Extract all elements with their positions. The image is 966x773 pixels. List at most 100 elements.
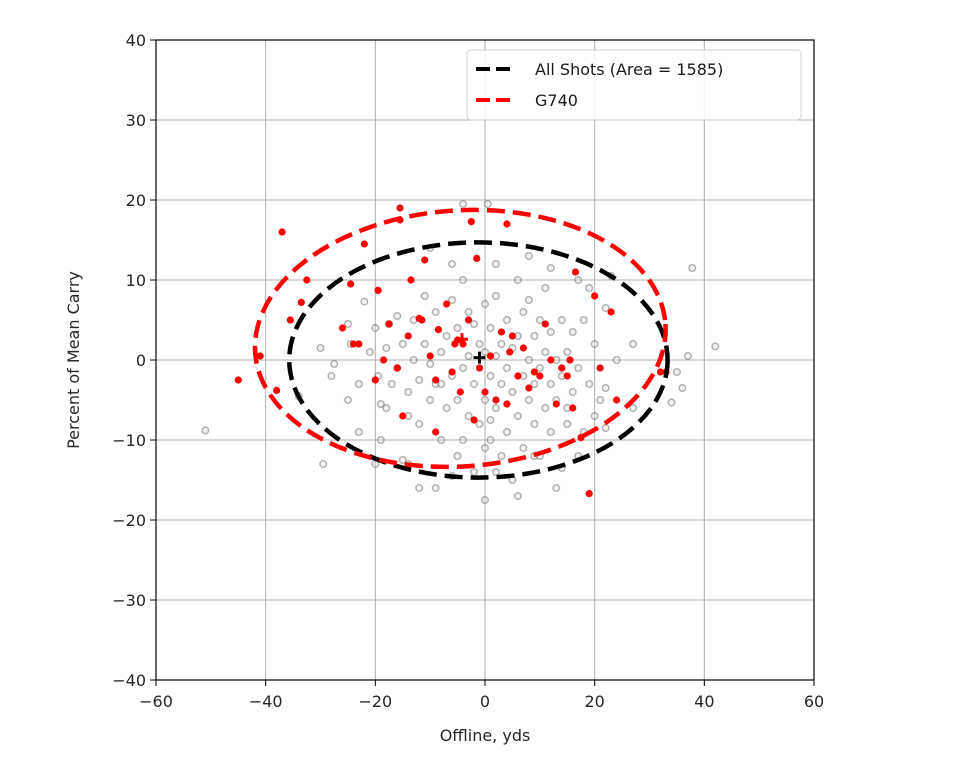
- y-tick-label: 0: [136, 351, 146, 370]
- all-shots-point: [426, 360, 435, 369]
- all-shots-point: [354, 428, 363, 437]
- g740-point: [571, 268, 580, 276]
- all-shots-point: [448, 260, 457, 269]
- g740-point: [371, 376, 379, 384]
- all-shots-point: [678, 384, 687, 393]
- all-shots-point: [437, 348, 446, 357]
- g740-point: [404, 332, 412, 340]
- all-shots-point: [612, 356, 621, 365]
- all-shots-point: [437, 436, 446, 445]
- all-shots-point: [420, 340, 429, 349]
- all-shots-point: [327, 372, 336, 381]
- g740-point: [349, 340, 357, 348]
- all-shots-point: [535, 364, 544, 373]
- g740-point: [443, 300, 451, 308]
- g740-point: [569, 404, 577, 412]
- all-shots-point: [486, 324, 495, 333]
- legend-box: [466, 49, 802, 121]
- all-shots-point: [546, 428, 555, 437]
- all-shots-point: [579, 316, 588, 325]
- all-shots-point: [464, 412, 473, 421]
- y-tick-label: −30: [112, 591, 146, 610]
- all-shots-point: [524, 296, 533, 305]
- all-shots-point: [574, 276, 583, 285]
- x-tick-label: −40: [249, 692, 283, 711]
- g740-point: [421, 256, 429, 264]
- all-shots-point: [475, 340, 484, 349]
- all-shots-point: [459, 276, 468, 285]
- all-shots-point: [453, 324, 462, 333]
- g740-point: [503, 400, 511, 408]
- all-shots-point: [376, 436, 385, 445]
- all-shots-point: [415, 376, 424, 385]
- all-shots-point: [431, 308, 440, 317]
- g740-point: [497, 328, 506, 336]
- g740-point: [530, 368, 538, 376]
- all-shots-point: [535, 316, 544, 325]
- g740-point: [467, 218, 475, 226]
- g740-point: [385, 320, 393, 328]
- g740-point: [563, 372, 571, 380]
- g740-point: [456, 388, 464, 396]
- all-shots-point: [524, 396, 533, 405]
- all-shots-point: [437, 380, 446, 389]
- g740-point: [434, 326, 442, 334]
- x-tick-label: 40: [694, 692, 714, 711]
- all-shots-point: [530, 380, 539, 389]
- all-shots-point: [711, 342, 720, 351]
- all-shots-point: [502, 428, 511, 437]
- all-shots-point: [552, 484, 561, 493]
- all-shots-point: [354, 380, 363, 389]
- all-shots-point: [502, 364, 511, 373]
- all-shots-point: [491, 292, 500, 301]
- all-shots-point: [415, 484, 424, 493]
- x-tick-label: −20: [358, 692, 392, 711]
- all-shots-point: [541, 404, 550, 413]
- all-shots-point: [382, 404, 391, 413]
- all-shots-point: [415, 420, 424, 429]
- all-shots-point: [330, 360, 339, 369]
- all-shots-point: [481, 496, 490, 505]
- x-axis-label: Offline, yds: [440, 726, 531, 745]
- y-tick-label: −20: [112, 511, 146, 530]
- all-shots-point: [530, 332, 539, 341]
- g740-point: [407, 276, 415, 284]
- all-shots-point: [393, 312, 402, 321]
- g740-point: [432, 376, 440, 384]
- all-shots-point: [470, 320, 479, 329]
- g740-point: [525, 384, 533, 392]
- g740-point: [506, 348, 514, 356]
- g740-point: [519, 344, 527, 352]
- all-shots-point: [481, 444, 490, 453]
- g740-point: [399, 412, 407, 420]
- g740-point: [303, 276, 311, 284]
- y-axis-label: Percent of Mean Carry: [64, 271, 83, 449]
- all-shots-point: [546, 264, 555, 273]
- g740-point: [355, 340, 363, 348]
- all-shots-point: [688, 264, 697, 273]
- g740-point: [566, 356, 574, 364]
- g740-point: [585, 490, 593, 498]
- g740-point: [286, 316, 294, 324]
- all-shots-point: [513, 276, 522, 285]
- y-tick-label: −10: [112, 431, 146, 450]
- all-shots-point: [629, 404, 638, 413]
- all-shots-point: [513, 492, 522, 501]
- all-shots-point: [596, 396, 605, 405]
- all-shots-point: [475, 420, 484, 429]
- g740-point: [596, 364, 604, 372]
- x-tick-label: 0: [480, 692, 490, 711]
- all-shots-point: [519, 308, 528, 317]
- all-shots-point: [398, 340, 407, 349]
- all-shots-point: [453, 396, 462, 405]
- y-tick-label: 30: [126, 111, 146, 130]
- all-shots-point: [546, 328, 555, 337]
- all-shots-point: [481, 348, 490, 357]
- g740-point: [613, 396, 621, 404]
- legend-g740-label: G740: [535, 91, 578, 110]
- mean-plus-marker: [455, 333, 468, 346]
- all-shots-point: [486, 416, 495, 425]
- g740-point: [418, 316, 426, 324]
- all-shots-point: [519, 444, 528, 453]
- mean-markers: [455, 333, 486, 364]
